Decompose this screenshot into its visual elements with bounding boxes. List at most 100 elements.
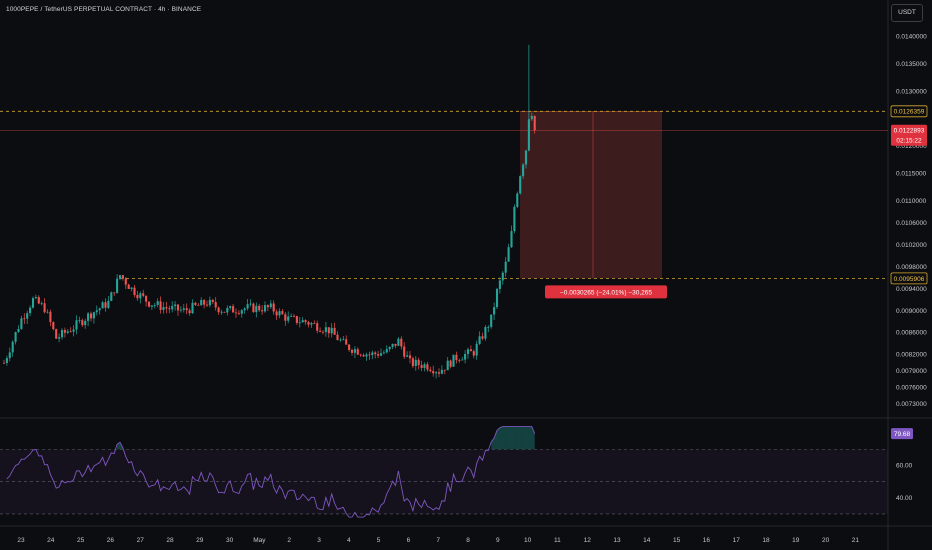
candle xyxy=(249,299,252,307)
time-tick-label: 7 xyxy=(436,537,440,544)
time-tick-label: 12 xyxy=(584,537,592,544)
candle xyxy=(191,299,194,314)
candle xyxy=(414,355,417,371)
position-risk-zone[interactable] xyxy=(520,111,662,279)
candle xyxy=(313,320,316,324)
candle xyxy=(487,325,490,333)
candle xyxy=(301,317,304,323)
candle xyxy=(272,300,275,315)
candle xyxy=(498,277,501,294)
candle xyxy=(174,301,177,311)
candle xyxy=(145,295,148,307)
candle xyxy=(284,312,287,326)
candle xyxy=(348,343,351,352)
candle xyxy=(269,300,272,310)
candle xyxy=(240,308,243,318)
candle xyxy=(234,308,238,318)
candle xyxy=(449,359,452,369)
time-tick-label: 21 xyxy=(852,537,860,544)
candle xyxy=(339,337,342,342)
candle xyxy=(475,340,478,360)
candle xyxy=(8,347,11,362)
candle xyxy=(124,277,127,289)
time-tick-label: 15 xyxy=(673,537,681,544)
candle xyxy=(40,301,43,306)
candle xyxy=(223,311,226,313)
price-tick-label: 0.0120000 xyxy=(896,143,927,150)
candle xyxy=(374,351,377,359)
candle xyxy=(171,301,174,313)
candle xyxy=(391,343,394,350)
time-tick-label: 23 xyxy=(17,537,25,544)
time-tick-label: 10 xyxy=(524,537,532,544)
candle xyxy=(446,357,449,371)
time-tick-label: 11 xyxy=(554,537,561,544)
candle xyxy=(411,356,414,369)
candle xyxy=(179,306,182,313)
candle xyxy=(510,225,513,248)
candle xyxy=(533,115,536,134)
candle xyxy=(142,289,145,298)
candle xyxy=(87,311,90,327)
candle xyxy=(429,366,432,373)
candle xyxy=(443,369,446,375)
price-tags: 0.0126359 0.0122893 02:15:22 0.0095906 xyxy=(890,105,928,285)
time-tick-label: 8 xyxy=(466,537,470,544)
candle xyxy=(34,294,37,300)
candle xyxy=(127,283,130,289)
candle xyxy=(81,318,84,328)
candle xyxy=(307,320,310,328)
price-tick-label: 0.0110000 xyxy=(896,198,927,205)
candle xyxy=(356,347,359,356)
time-tick-label: 14 xyxy=(643,537,651,544)
time-tick-label: 17 xyxy=(733,537,741,544)
candle xyxy=(501,271,504,285)
level-price-tag: 0.0126359 xyxy=(890,105,928,118)
price-tick-label: 0.0086000 xyxy=(896,330,927,337)
price-tick-label: 0.0073000 xyxy=(896,401,927,408)
candle xyxy=(461,356,464,361)
time-tick-label: 29 xyxy=(196,537,204,544)
candle xyxy=(385,345,388,354)
candles xyxy=(2,44,536,379)
candle xyxy=(513,204,516,234)
candle xyxy=(371,350,374,360)
candle xyxy=(333,322,336,335)
candle xyxy=(472,349,475,359)
price-tick-label: 0.0140000 xyxy=(896,33,927,40)
candle xyxy=(165,301,168,314)
candle xyxy=(188,308,191,316)
candle xyxy=(263,301,267,313)
candle xyxy=(205,300,209,307)
symbol-title: 1000PEPE / TetherUS PERPETUAL CONTRACT ·… xyxy=(6,6,202,13)
candle xyxy=(92,311,95,324)
candle xyxy=(153,302,156,309)
candle xyxy=(522,163,525,179)
price-tick-label: 0.0082000 xyxy=(896,352,927,359)
candle xyxy=(345,335,348,345)
candle xyxy=(95,305,98,316)
candle xyxy=(295,315,298,325)
candle xyxy=(220,309,223,315)
candle xyxy=(408,351,412,364)
candle xyxy=(197,303,200,306)
time-tick-label: 28 xyxy=(166,537,174,544)
candle xyxy=(350,348,354,356)
time-tick-label: 9 xyxy=(496,537,500,544)
candle xyxy=(495,287,499,310)
candle xyxy=(229,305,232,311)
currency-button[interactable]: USDT xyxy=(891,4,923,22)
candle xyxy=(478,331,481,346)
candle xyxy=(52,321,55,331)
candle xyxy=(182,303,185,313)
candle xyxy=(507,243,510,262)
last-price-tag: 0.0122893 02:15:22 xyxy=(891,124,927,146)
countdown-label: 02:15:22 xyxy=(896,137,922,144)
candle xyxy=(200,297,203,306)
candle xyxy=(519,175,522,195)
candle xyxy=(362,353,365,357)
candle xyxy=(316,320,319,334)
svg-text:0.0122893: 0.0122893 xyxy=(894,128,925,135)
